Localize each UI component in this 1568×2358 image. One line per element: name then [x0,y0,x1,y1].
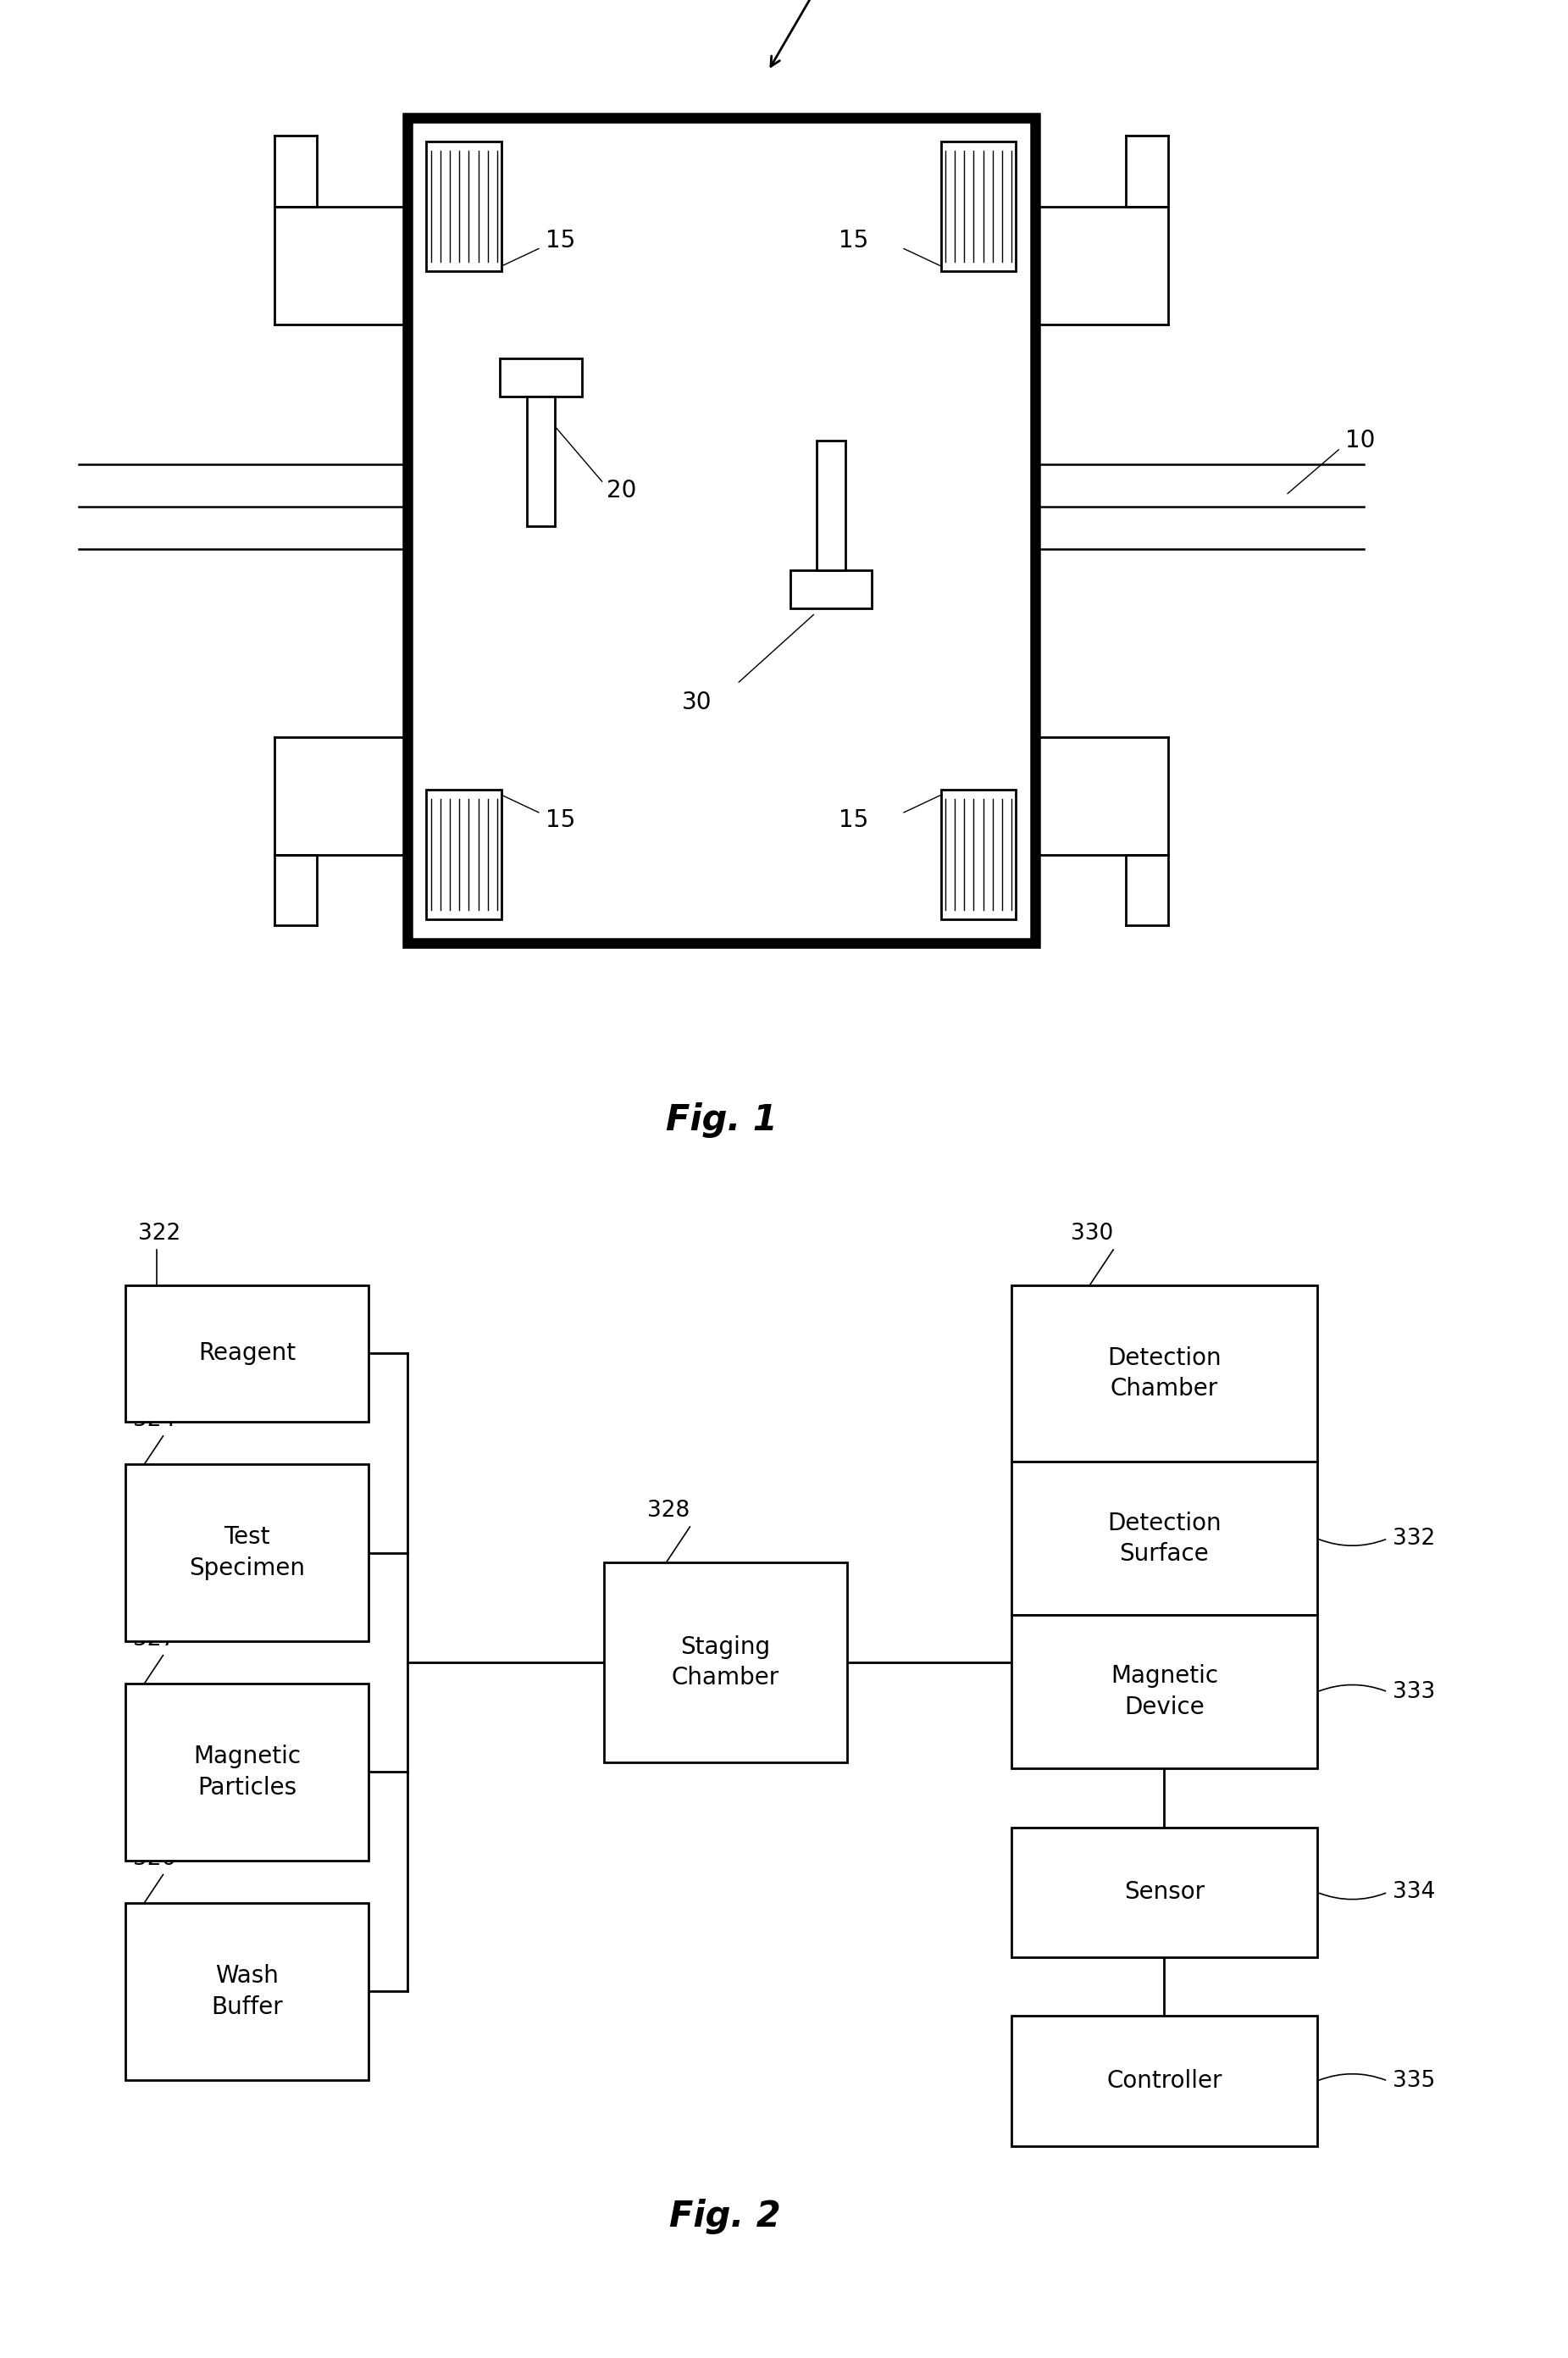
Bar [1011,1615,1317,1768]
Text: Magnetic
Particles: Magnetic Particles [193,1745,301,1799]
Bar [500,358,582,396]
Bar [426,141,502,271]
Text: Reagent: Reagent [198,1342,296,1365]
Bar [1011,2016,1317,2146]
Text: 30: 30 [682,691,712,714]
Text: 326: 326 [133,1849,176,1870]
Text: 335: 335 [1392,2070,1435,2092]
Bar [125,1684,368,1860]
Bar [125,1903,368,2080]
Bar [1011,1462,1317,1615]
Text: 330: 330 [1071,1224,1113,1245]
Bar [426,790,502,920]
Text: 15: 15 [546,809,575,832]
Text: 15: 15 [839,229,869,252]
Text: Wash
Buffer: Wash Buffer [212,1964,282,2018]
Text: Controller: Controller [1107,2068,1221,2094]
Bar [941,790,1016,920]
Bar [941,141,1016,271]
Text: 322: 322 [138,1224,180,1245]
Text: 334: 334 [1392,1882,1435,1903]
Text: Fig. 2: Fig. 2 [670,2198,781,2235]
Text: 10: 10 [1345,429,1375,453]
Text: Detection
Chamber: Detection Chamber [1107,1346,1221,1401]
Bar [125,1285,368,1422]
Bar [604,1561,847,1764]
Bar [790,571,872,608]
Text: 324: 324 [133,1410,176,1431]
Text: 328: 328 [648,1500,690,1523]
Bar [408,118,1035,943]
Bar [1011,1285,1317,1462]
Text: 15: 15 [839,809,869,832]
Bar [527,396,555,526]
Text: 15: 15 [546,229,575,252]
Text: Sensor: Sensor [1124,1879,1204,1905]
Text: 20: 20 [607,479,637,502]
Text: Staging
Chamber: Staging Chamber [671,1634,779,1691]
Text: Fig. 1: Fig. 1 [665,1101,778,1139]
Text: Test
Specimen: Test Specimen [188,1526,306,1580]
Text: Detection
Surface: Detection Surface [1107,1511,1221,1566]
Text: 327: 327 [133,1629,176,1651]
Bar [817,441,845,571]
Bar [125,1464,368,1641]
Bar [1011,1827,1317,1957]
Text: 332: 332 [1392,1528,1435,1549]
Text: Magnetic
Device: Magnetic Device [1110,1665,1218,1719]
Text: 333: 333 [1392,1681,1435,1702]
